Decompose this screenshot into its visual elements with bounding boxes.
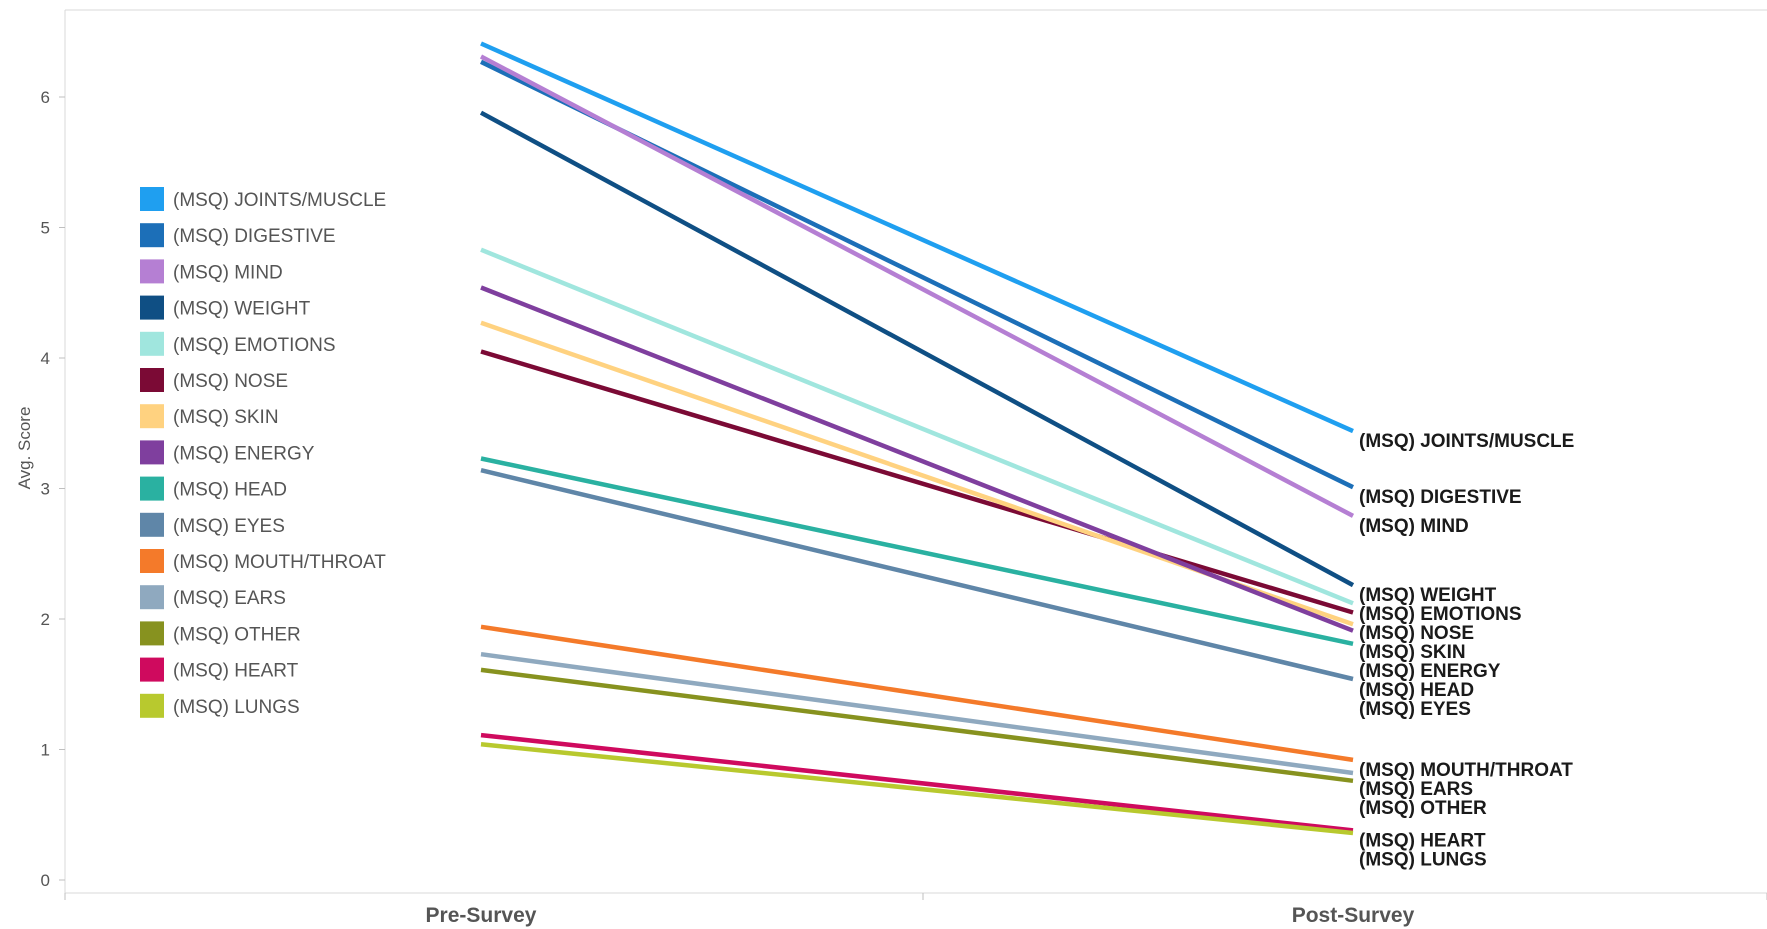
legend-swatch <box>140 259 164 284</box>
legend-label: (MSQ) EYES <box>173 516 285 537</box>
series-line[interactable] <box>480 349 1354 615</box>
series-end-label: (MSQ) EARS <box>1359 779 1473 800</box>
legend-swatch <box>140 223 164 248</box>
series-end-label: (MSQ) OTHER <box>1359 798 1487 819</box>
y-tick-label: 3 <box>41 480 50 499</box>
legend-swatch <box>140 187 164 211</box>
series-end-label: (MSQ) MOUTH/THROAT <box>1359 760 1573 781</box>
series-end-label: (MSQ) HEAD <box>1359 680 1474 701</box>
legend-label: (MSQ) ENERGY <box>173 443 315 464</box>
series-end-label: (MSQ) MIND <box>1359 516 1469 537</box>
series-end-label: (MSQ) EYES <box>1359 699 1471 720</box>
y-tick-label: 4 <box>41 349 50 368</box>
legend-item[interactable]: (MSQ) NOSE <box>140 368 288 392</box>
legend-label: (MSQ) HEART <box>173 661 299 682</box>
series-end-label: (MSQ) DIGESTIVE <box>1359 487 1522 508</box>
series-end-label: (MSQ) JOINTS/MUSCLE <box>1359 431 1574 452</box>
legend-item[interactable]: (MSQ) EARS <box>140 585 286 610</box>
y-tick-label: 5 <box>41 219 50 238</box>
series-line[interactable] <box>480 742 1354 836</box>
legend-item[interactable]: (MSQ) LUNGS <box>140 693 300 718</box>
legend-label: (MSQ) NOSE <box>173 371 288 392</box>
y-tick-label: 1 <box>41 741 50 760</box>
legend-label: (MSQ) HEAD <box>173 480 287 501</box>
legend-item[interactable]: (MSQ) DIGESTIVE <box>140 223 336 248</box>
legend-item[interactable]: (MSQ) HEART <box>140 657 299 682</box>
legend-label: (MSQ) MIND <box>173 262 283 283</box>
legend-label: (MSQ) EMOTIONS <box>173 335 336 356</box>
legend-item[interactable]: (MSQ) WEIGHT <box>140 295 311 320</box>
series-line[interactable] <box>479 54 1355 518</box>
x-category-label: Pre-Survey <box>426 904 537 927</box>
series-end-label: (MSQ) WEIGHT <box>1359 585 1497 606</box>
legend-label: (MSQ) JOINTS/MUSCLE <box>173 190 386 211</box>
series-end-label: (MSQ) LUNGS <box>1359 849 1487 870</box>
series-end-label: (MSQ) NOSE <box>1359 623 1474 644</box>
end-labels: (MSQ) JOINTS/MUSCLE (MSQ) DIGESTIVE (MSQ) … <box>1359 431 1574 870</box>
series-line[interactable] <box>480 285 1354 633</box>
legend-swatch <box>140 368 164 392</box>
series-end-label: (MSQ) EMOTIONS <box>1359 604 1522 625</box>
y-axis-title: Avg. Score <box>15 407 34 490</box>
legend-item[interactable]: (MSQ) SKIN <box>140 404 279 429</box>
series-end-label: (MSQ) ENERGY <box>1359 661 1501 682</box>
legend-item[interactable]: (MSQ) EYES <box>140 512 285 537</box>
series-end-label: (MSQ) SKIN <box>1359 642 1466 663</box>
legend-swatch <box>140 476 164 501</box>
legend-item[interactable]: (MSQ) ENERGY <box>140 440 315 465</box>
legend: (MSQ) JOINTS/MUSCLE (MSQ) DIGESTIVE (MSQ) … <box>140 187 386 718</box>
legend-item[interactable]: (MSQ) MOUTH/THROAT <box>140 549 386 573</box>
legend-label: (MSQ) MOUTH/THROAT <box>173 552 386 573</box>
legend-swatch <box>140 295 164 320</box>
legend-label: (MSQ) LUNGS <box>173 697 300 718</box>
legend-swatch <box>140 621 164 646</box>
legend-label: (MSQ) SKIN <box>173 407 279 428</box>
series-line[interactable] <box>480 651 1354 776</box>
series-line[interactable] <box>480 732 1354 833</box>
axes: 0 1 2 3 4 5 6 Avg. Score Pre-Survey Post-Survey <box>15 9 1767 927</box>
legend-item[interactable]: (MSQ) EMOTIONS <box>140 331 336 356</box>
legend-label: (MSQ) DIGESTIVE <box>173 226 336 247</box>
legend-item[interactable]: (MSQ) HEAD <box>140 476 287 501</box>
series-line[interactable] <box>479 110 1355 588</box>
legend-swatch <box>140 331 164 356</box>
legend-swatch <box>140 693 164 718</box>
series-line[interactable] <box>480 624 1354 763</box>
legend-label: (MSQ) EARS <box>173 588 286 609</box>
legend-item[interactable]: (MSQ) MIND <box>140 259 283 284</box>
series-line[interactable] <box>480 247 1354 606</box>
legend-label: (MSQ) WEIGHT <box>173 299 311 320</box>
legend-swatch <box>140 404 164 429</box>
legend-swatch <box>140 657 164 682</box>
legend-item[interactable]: (MSQ) OTHER <box>140 621 301 646</box>
legend-swatch <box>140 440 164 465</box>
series-line[interactable] <box>480 667 1354 784</box>
series-line[interactable] <box>480 468 1354 682</box>
x-category-label: Post-Survey <box>1292 904 1415 927</box>
legend-swatch <box>140 585 164 610</box>
y-tick-label: 0 <box>41 871 50 890</box>
series-line[interactable] <box>480 41 1354 434</box>
legend-swatch <box>140 549 164 573</box>
legend-swatch <box>140 512 164 537</box>
series-end-label: (MSQ) HEART <box>1359 830 1486 851</box>
series-lines <box>479 41 1355 836</box>
legend-item[interactable]: (MSQ) JOINTS/MUSCLE <box>140 187 386 211</box>
series-line[interactable] <box>480 456 1354 647</box>
legend-label: (MSQ) OTHER <box>173 624 301 645</box>
y-tick-label: 2 <box>41 610 50 629</box>
y-tick-label: 6 <box>41 88 50 107</box>
